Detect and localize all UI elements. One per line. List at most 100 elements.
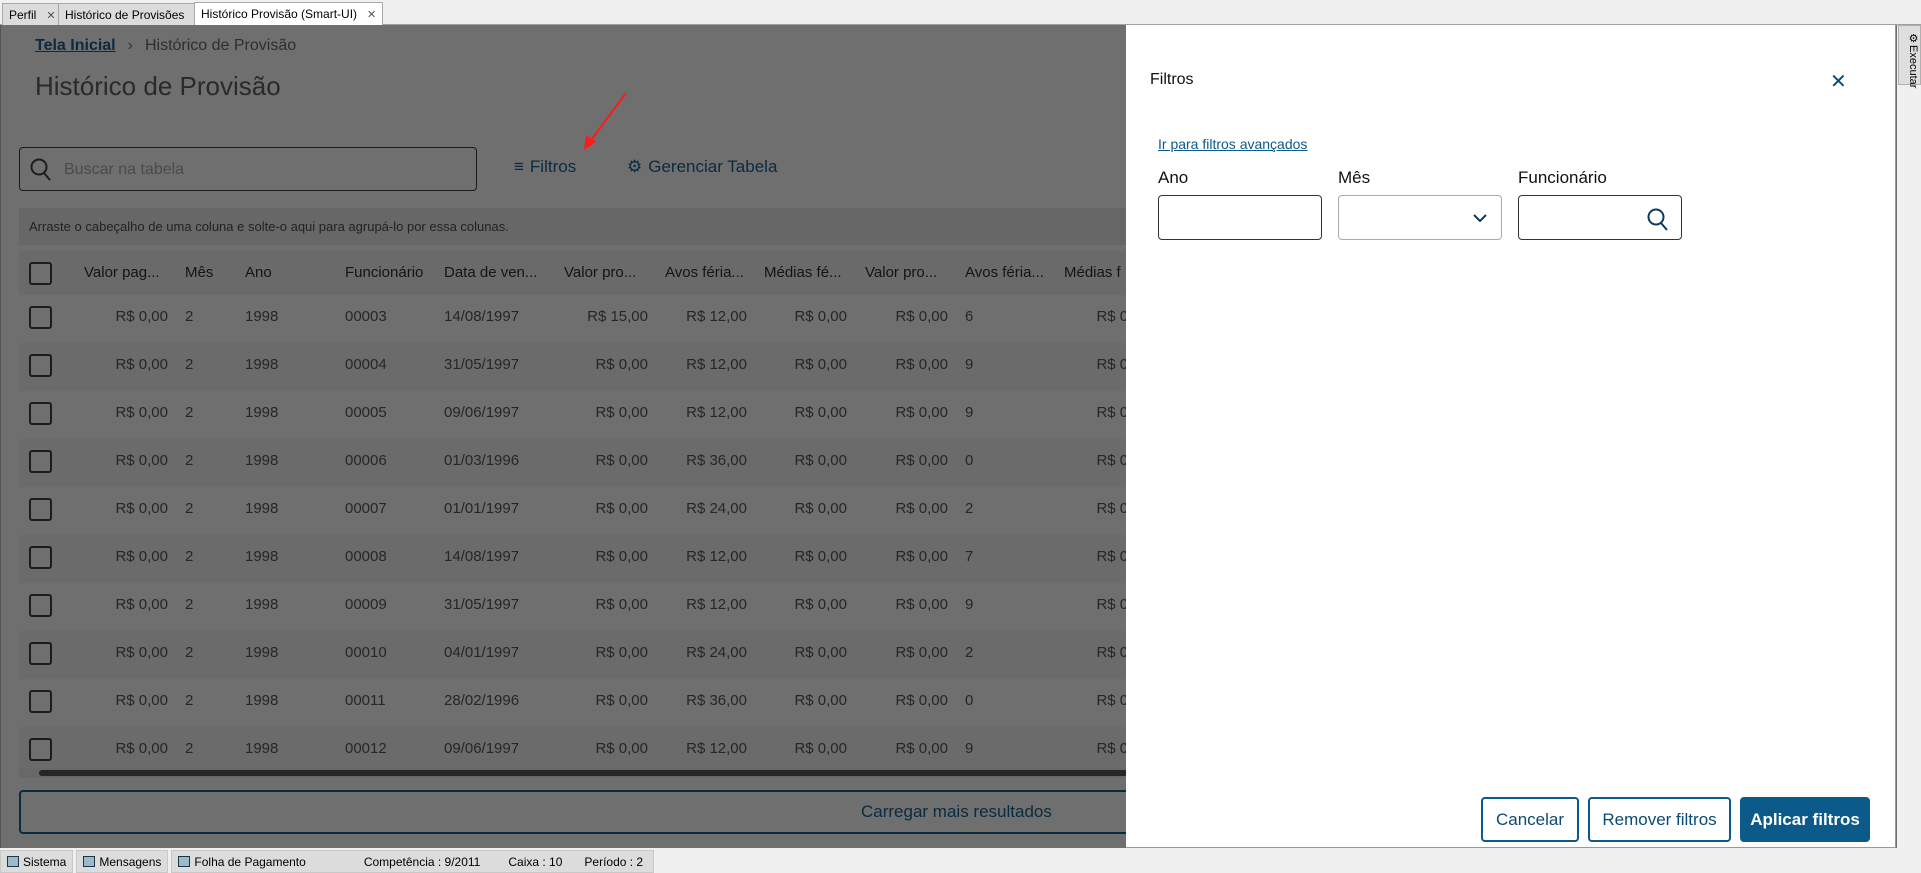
row-checkbox[interactable] — [29, 690, 52, 713]
table-row[interactable]: R$ 0,00 2 1998 00011 28/02/1996 R$ 0,00 R$ 36,… — [19, 679, 1149, 727]
table-cell: 1998 — [245, 548, 279, 565]
executar-side-tab[interactable]: ⚙Executar — [1898, 25, 1921, 89]
table-cell: R$ 0,00 — [115, 452, 168, 469]
table-cell: R$ 0,00 — [794, 356, 847, 373]
table-cell: R$ 0,00 — [895, 596, 948, 613]
row-checkbox[interactable] — [29, 738, 52, 761]
manage-table-button[interactable]: ⚙ Gerenciar Tabela — [627, 157, 777, 177]
table-cell: 04/01/1997 — [444, 644, 520, 661]
table-row[interactable]: R$ 0,00 2 1998 00003 14/08/1997 R$ 15,00 R$ 12… — [19, 295, 1149, 343]
mes-label: Mês — [1338, 168, 1371, 187]
table-cell: 31/05/1997 — [444, 356, 520, 373]
apply-filters-button[interactable]: Aplicar filtros — [1740, 797, 1870, 842]
table-row[interactable]: R$ 0,00 2 1998 00008 14/08/1997 R$ 0,00 R$ 12,… — [19, 535, 1149, 583]
table-search[interactable] — [19, 147, 477, 191]
table-cell: R$ 0,00 — [595, 452, 648, 469]
table-row[interactable]: R$ 0,00 2 1998 00007 01/01/1997 R$ 0,00 R$ 24,… — [19, 487, 1149, 535]
remove-filters-button[interactable]: Remover filtros — [1588, 797, 1731, 842]
table-cell: 14/08/1997 — [444, 548, 520, 565]
group-by-dropzone[interactable]: Arraste o cabeçalho de uma coluna e solt… — [19, 208, 1149, 245]
column-header[interactable]: Avos féria... — [965, 264, 1044, 281]
close-icon[interactable]: ✕ — [1830, 71, 1847, 93]
table-cell: R$ 15,00 — [587, 308, 648, 325]
column-header[interactable]: Valor pag... — [84, 264, 160, 281]
search-icon[interactable] — [1647, 208, 1669, 232]
table-cell: R$ 12,00 — [686, 404, 747, 421]
table-cell: 00005 — [345, 404, 387, 421]
table-cell: 01/01/1997 — [444, 500, 520, 517]
tab-historico-provisoes[interactable]: Histórico de Provisões✕ — [58, 3, 211, 25]
table-cell: R$ 0,00 — [115, 308, 168, 325]
table-row[interactable]: R$ 0,00 2 1998 00009 31/05/1997 R$ 0,00 R$ 12,… — [19, 583, 1149, 631]
table-cell: 09/06/1997 — [444, 404, 520, 421]
ano-input[interactable] — [1158, 195, 1322, 240]
main-content-dimmed[interactable]: Tela Inicial › Histórico de Provisão Histó… — [0, 25, 1897, 848]
load-more-label: Carregar mais resultados — [861, 802, 1052, 821]
executar-label: Executar — [1907, 45, 1919, 89]
breadcrumb: Tela Inicial › Histórico de Provisão — [35, 37, 296, 55]
table-cell: R$ 0,00 — [794, 596, 847, 613]
row-checkbox[interactable] — [29, 354, 52, 377]
column-header[interactable]: Avos féria... — [665, 264, 744, 281]
close-icon[interactable]: ✕ — [46, 10, 56, 22]
table-cell: R$ 0,00 — [794, 452, 847, 469]
table-row[interactable]: R$ 0,00 2 1998 00012 09/06/1997 R$ 0,00 R$ 12,… — [19, 727, 1149, 775]
tab-perfil[interactable]: Perfil ✕ — [2, 3, 63, 25]
row-checkbox[interactable] — [29, 306, 52, 329]
table-cell: 6 — [965, 308, 974, 325]
message-icon — [83, 856, 96, 867]
select-all-checkbox[interactable] — [29, 262, 52, 285]
column-header[interactable]: Valor pro... — [564, 264, 637, 281]
status-sistema[interactable]: Sistema — [0, 850, 74, 873]
table-cell: 1998 — [245, 500, 279, 517]
table-cell: 0 — [965, 692, 974, 709]
row-checkbox[interactable] — [29, 450, 52, 473]
column-header[interactable]: Ano — [245, 264, 272, 281]
table-cell: 01/03/1996 — [444, 452, 520, 469]
tab-historico-provisao-smart-ui[interactable]: Histórico Provisão (Smart-UI) ✕ — [194, 2, 384, 26]
tab-label: Histórico de Provisões — [65, 8, 185, 22]
column-header[interactable]: Mês — [185, 264, 214, 281]
breadcrumb-home-link[interactable]: Tela Inicial — [35, 37, 116, 54]
close-icon[interactable]: ✕ — [367, 9, 377, 21]
row-checkbox[interactable] — [29, 594, 52, 617]
chevron-right-icon: › — [127, 37, 133, 54]
column-header[interactable]: Data de ven... — [444, 264, 538, 281]
table-cell: 00008 — [345, 548, 387, 565]
cancel-button[interactable]: Cancelar — [1481, 797, 1579, 842]
status-mensagens[interactable]: Mensagens — [76, 850, 169, 873]
table-cell: R$ 0,00 — [595, 740, 648, 757]
filters-button[interactable]: ≡ Filtros — [514, 157, 576, 177]
table-row[interactable]: R$ 0,00 2 1998 00004 31/05/1997 R$ 0,00 R$ 12,… — [19, 343, 1149, 391]
caixa-label: Caixa : 10 — [508, 854, 563, 869]
table-cell: 28/02/1996 — [444, 692, 520, 709]
table-cell: R$ 0,00 — [115, 740, 168, 757]
table-cell: 7 — [965, 548, 974, 565]
mes-select[interactable] — [1338, 195, 1502, 240]
table-cell: R$ 0,00 — [794, 404, 847, 421]
table-cell: 9 — [965, 740, 974, 757]
table-row[interactable]: R$ 0,00 2 1998 00010 04/01/1997 R$ 0,00 R$ 24,… — [19, 631, 1149, 679]
table-cell: 09/06/1997 — [444, 740, 520, 757]
scrollbar-thumb[interactable] — [39, 770, 1139, 776]
table-row[interactable]: R$ 0,00 2 1998 00005 09/06/1997 R$ 0,00 R$ 12,… — [19, 391, 1149, 439]
funcionario-lookup[interactable] — [1518, 195, 1682, 240]
advanced-filters-link[interactable]: Ir para filtros avançados — [1158, 136, 1308, 152]
row-checkbox[interactable] — [29, 546, 52, 569]
column-header[interactable]: Médias fé... — [764, 264, 842, 281]
row-checkbox[interactable] — [29, 402, 52, 425]
table-cell: R$ 0,00 — [895, 500, 948, 517]
table-cell: 2 — [185, 500, 194, 517]
table-row[interactable]: R$ 0,00 2 1998 00006 01/03/1996 R$ 0,00 R$ 36,… — [19, 439, 1149, 487]
row-checkbox[interactable] — [29, 498, 52, 521]
search-icon — [30, 158, 51, 181]
column-header[interactable]: Médias f — [1064, 264, 1121, 281]
horizontal-scrollbar[interactable] — [19, 768, 1149, 778]
search-input[interactable] — [64, 158, 444, 182]
table-cell: R$ 0,00 — [595, 356, 648, 373]
table-cell: R$ 0,00 — [595, 644, 648, 661]
row-checkbox[interactable] — [29, 642, 52, 665]
column-header[interactable]: Valor pro... — [865, 264, 938, 281]
column-header[interactable]: Funcionário — [345, 264, 424, 281]
table-cell: R$ 0,00 — [595, 500, 648, 517]
